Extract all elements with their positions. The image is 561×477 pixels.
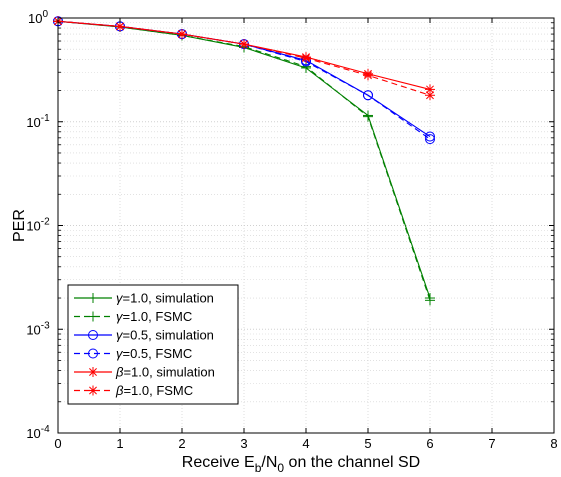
legend-label: γ=1.0, simulation xyxy=(116,291,214,306)
series-5 xyxy=(53,16,435,101)
x-tick-label: 3 xyxy=(240,436,247,451)
legend-entry: β=1.0, FSMC xyxy=(74,383,193,398)
x-tick-label: 1 xyxy=(116,436,123,451)
y-tick-label: 10-2 xyxy=(26,217,50,234)
y-tick-label: 10-1 xyxy=(26,113,50,130)
legend-marker xyxy=(88,348,98,359)
data-point xyxy=(426,91,434,100)
legend-box xyxy=(67,284,239,405)
legend-marker xyxy=(89,368,97,376)
legend-entry: γ=0.5, FSMC xyxy=(74,346,192,361)
legend-label: γ=0.5, simulation xyxy=(116,328,214,343)
data-point xyxy=(116,22,124,31)
data-point xyxy=(302,54,310,63)
data-point xyxy=(426,85,434,94)
legend-marker xyxy=(89,386,97,395)
legend-label: β=1.0, simulation xyxy=(115,365,215,380)
x-axis-label: Receive Eb/N0 on the channel SD xyxy=(182,454,420,475)
legend-label: γ=0.5, FSMC xyxy=(116,346,192,361)
y-tick-label: 10-4 xyxy=(26,424,50,441)
data-point xyxy=(240,40,248,49)
legend-label: β=1.0, FSMC xyxy=(115,383,193,398)
data-series xyxy=(53,16,435,306)
data-point xyxy=(425,134,435,145)
legend-entry: β=1.0, simulation xyxy=(74,365,215,380)
legend-marker xyxy=(88,330,98,340)
y-tick-label: 100 xyxy=(28,9,48,26)
x-tick-label: 8 xyxy=(550,436,557,451)
data-point xyxy=(178,30,186,39)
x-tick-label: 5 xyxy=(364,436,371,451)
legend: γ=1.0, simulation γ=1.0, FSMC γ=0.5, simul… xyxy=(67,284,239,405)
axis-ticks: 0 1 2 3 4 5 6 7 8 100 10-1 10-2 10-3 10-4 xyxy=(26,9,557,451)
x-tick-label: 4 xyxy=(302,436,309,451)
legend-entry: γ=1.0, FSMC xyxy=(74,309,192,324)
x-tick-label: 6 xyxy=(426,436,433,451)
x-tick-label: 0 xyxy=(54,436,61,451)
legend-label: γ=1.0, FSMC xyxy=(116,309,192,324)
legend-entry: γ=1.0, simulation xyxy=(74,291,214,306)
x-tick-label: 7 xyxy=(488,436,495,451)
data-point xyxy=(363,90,373,101)
legend-entry: γ=0.5, simulation xyxy=(74,328,214,343)
data-point xyxy=(364,71,372,80)
y-tick-label: 10-3 xyxy=(26,320,50,337)
y-axis-label: PER xyxy=(11,209,28,242)
x-tick-label: 2 xyxy=(178,436,185,451)
